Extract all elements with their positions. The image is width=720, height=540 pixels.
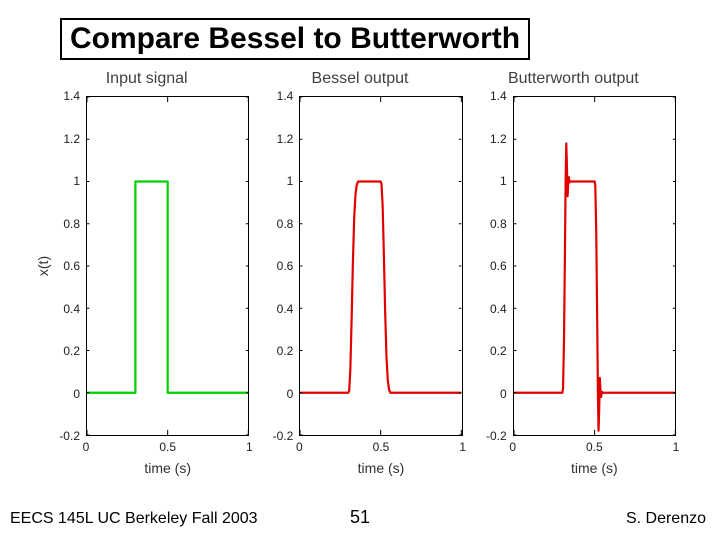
y-tick-label: 0 <box>500 387 507 401</box>
y-axis-label: x(t) <box>34 96 52 436</box>
y-tick-label: 0.2 <box>490 344 507 358</box>
chart-panel: Input signal-0.200.20.40.60.811.21.400.5… <box>40 70 253 480</box>
x-tick-label: 0.5 <box>373 440 390 454</box>
y-tick-label: -0.2 <box>59 429 80 443</box>
x-tick-label: 0.5 <box>159 440 176 454</box>
plot-area <box>86 96 249 436</box>
x-tick-label: 0 <box>83 440 90 454</box>
x-axis-label: time (s) <box>299 460 462 476</box>
y-tick-label: 0.4 <box>490 302 507 316</box>
y-tick-label: 1.2 <box>277 132 294 146</box>
y-tick-label: 1 <box>500 174 507 188</box>
chart-panel: Butterworth output-0.200.20.40.60.811.21… <box>467 70 680 480</box>
y-tick-label: 1 <box>287 174 294 188</box>
chart-panel: Bessel output-0.200.20.40.60.811.21.400.… <box>253 70 466 480</box>
y-tick-label: 0.8 <box>277 217 294 231</box>
y-tick-label: 0.6 <box>63 259 80 273</box>
x-axis-ticks: 00.51 <box>86 438 249 456</box>
y-tick-label: -0.2 <box>273 429 294 443</box>
y-tick-label: 1.2 <box>490 132 507 146</box>
y-tick-label: -0.2 <box>486 429 507 443</box>
y-tick-label: 0.4 <box>277 302 294 316</box>
panel-title: Input signal <box>40 70 253 88</box>
panel-title: Bessel output <box>253 70 466 88</box>
x-axis-label: time (s) <box>86 460 249 476</box>
chart-line <box>514 97 675 435</box>
y-tick-label: 0.2 <box>277 344 294 358</box>
y-axis-ticks: -0.200.20.40.60.811.21.4 <box>253 96 297 436</box>
x-axis-ticks: 00.51 <box>299 438 462 456</box>
y-tick-label: 1.4 <box>63 89 80 103</box>
chart-row: Input signal-0.200.20.40.60.811.21.400.5… <box>40 70 680 480</box>
x-tick-label: 0 <box>296 440 303 454</box>
footer: EECS 145L UC Berkeley Fall 2003 51 S. De… <box>0 506 720 528</box>
footer-author: S. Derenzo <box>626 510 706 528</box>
y-tick-label: 0.6 <box>277 259 294 273</box>
chart-line <box>300 97 461 435</box>
x-axis-ticks: 00.51 <box>513 438 676 456</box>
footer-page-number: 51 <box>0 507 720 528</box>
plot-area <box>513 96 676 436</box>
x-tick-label: 1 <box>459 440 466 454</box>
y-tick-label: 0.4 <box>63 302 80 316</box>
page-title: Compare Bessel to Butterworth <box>60 18 530 60</box>
y-tick-label: 0.8 <box>490 217 507 231</box>
y-tick-label: 0.6 <box>490 259 507 273</box>
y-tick-label: 0 <box>73 387 80 401</box>
y-axis-ticks: -0.200.20.40.60.811.21.4 <box>467 96 511 436</box>
x-tick-label: 1 <box>246 440 253 454</box>
x-axis-label: time (s) <box>513 460 676 476</box>
y-tick-label: 0.8 <box>63 217 80 231</box>
y-tick-label: 1 <box>73 174 80 188</box>
chart-line <box>87 97 248 435</box>
y-tick-label: 0.2 <box>63 344 80 358</box>
x-tick-label: 0 <box>509 440 516 454</box>
panel-title: Butterworth output <box>467 70 680 88</box>
plot-area <box>299 96 462 436</box>
x-tick-label: 0.5 <box>586 440 603 454</box>
y-tick-label: 1.4 <box>277 89 294 103</box>
y-tick-label: 0 <box>287 387 294 401</box>
x-tick-label: 1 <box>673 440 680 454</box>
y-tick-label: 1.2 <box>63 132 80 146</box>
y-tick-label: 1.4 <box>490 89 507 103</box>
